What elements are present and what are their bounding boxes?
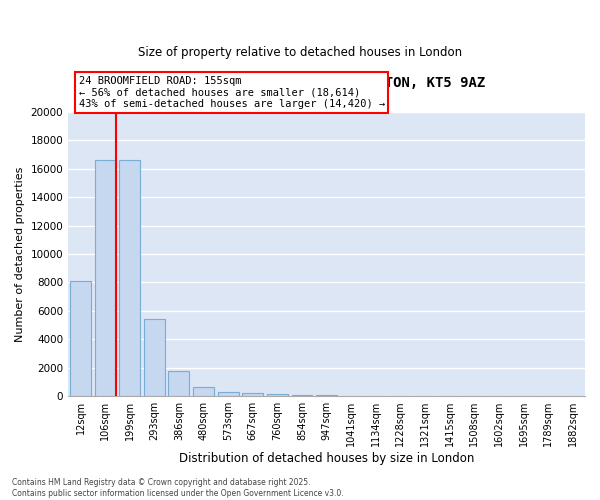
Bar (292, 395, 313, 396)
Bar (169, 370, 190, 396)
Text: 24 BROOMFIELD ROAD: 155sqm
← 56% of detached houses are smaller (18,614)
43% of : 24 BROOMFIELD ROAD: 155sqm ← 56% of deta… (79, 76, 385, 109)
X-axis label: Distribution of detached houses by size in London: Distribution of detached houses by size … (179, 452, 474, 465)
Text: Size of property relative to detached houses in London: Size of property relative to detached ho… (138, 46, 462, 59)
Bar (193, 388, 214, 396)
Text: Contains HM Land Registry data © Crown copyright and database right 2025.
Contai: Contains HM Land Registry data © Crown c… (12, 478, 344, 498)
Bar (242, 393, 263, 396)
Title: 24, BROOMFIELD ROAD, SURBITON, KT5 9AZ: 24, BROOMFIELD ROAD, SURBITON, KT5 9AZ (167, 76, 486, 90)
Bar (316, 395, 337, 396)
Y-axis label: Number of detached properties: Number of detached properties (15, 166, 25, 342)
Bar (218, 392, 239, 396)
Bar (70, 281, 91, 396)
Bar (119, 160, 140, 396)
Bar (95, 160, 116, 396)
Bar (144, 320, 165, 396)
Bar (267, 394, 288, 396)
